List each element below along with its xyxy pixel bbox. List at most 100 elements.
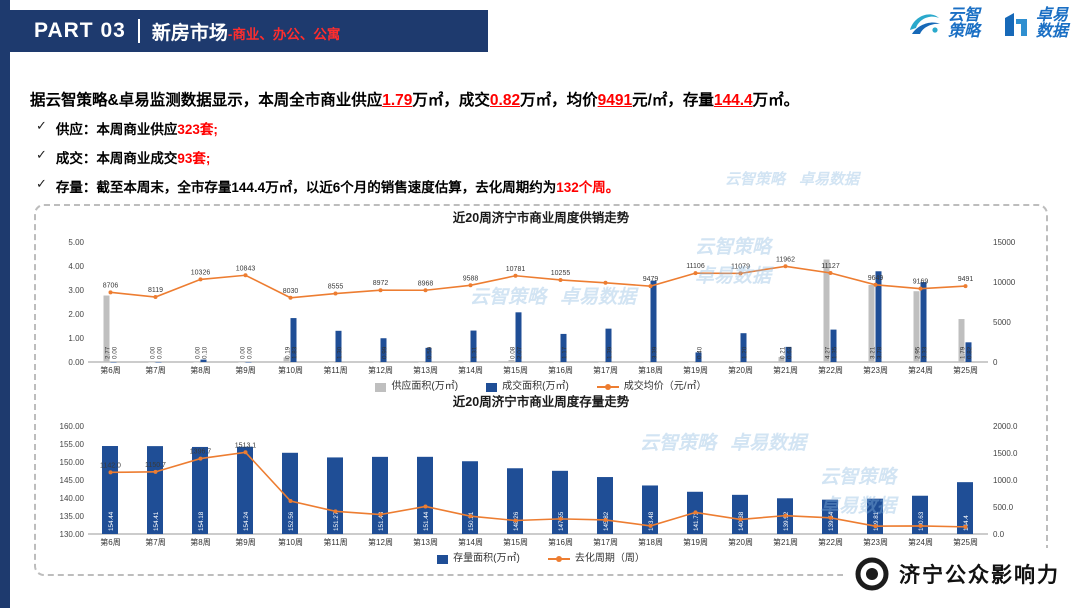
bar-label: 139.54 (828, 511, 835, 531)
bar-label: 2.07 (516, 346, 523, 359)
y-left-tick: 145.00 (60, 476, 85, 485)
line-point (873, 524, 878, 529)
legend-label: 成交均价（元/㎡） (623, 381, 707, 392)
y-right-tick: 0 (993, 358, 998, 367)
watermark-text: 卓易数据 (799, 171, 860, 188)
bar (282, 452, 298, 534)
bar-label: 0.21 (779, 346, 786, 359)
y-right-tick: 1500.0 (993, 449, 1018, 458)
bar-label: 139.81 (873, 511, 880, 531)
summary-text: 据云智策略&卓易监测数据显示，本周全市商业供应 (30, 92, 383, 109)
bar (643, 362, 650, 363)
point-label: 8972 (373, 280, 389, 287)
x-label: 第18周 (638, 365, 663, 375)
bar (148, 362, 155, 363)
line-point (648, 284, 653, 289)
point-label: 1142.0 (100, 462, 121, 469)
summary-highlight: 0.82 (489, 92, 521, 109)
bar (920, 282, 927, 362)
bullet-segment: 成交： (55, 151, 97, 166)
bar (740, 333, 747, 362)
x-label: 第23周 (863, 537, 888, 547)
bar-label: 1.35 (831, 346, 838, 359)
x-label: 第13周 (413, 537, 438, 547)
bar (957, 482, 973, 534)
line-point (558, 277, 563, 282)
y-left-tick: 5.00 (68, 238, 84, 247)
line-point (108, 470, 113, 475)
bullet-item: ✓ 成交：本周商业成交93套; (36, 147, 619, 167)
y-left-tick: 155.00 (60, 440, 85, 449)
x-label: 第13周 (413, 365, 438, 375)
line-point (828, 515, 833, 520)
bar (103, 295, 110, 362)
check-icon: ✓ (36, 118, 47, 133)
x-label: 第17周 (593, 365, 618, 375)
bar-label: 147.55 (558, 511, 565, 531)
x-label: 第16周 (548, 537, 573, 547)
legend-label: 去化周期（周） (574, 553, 645, 564)
watermark-logo: 云智策略 卓易数据 (725, 168, 859, 189)
chart1-supply-sales: 5.00 4.00 3.00 2.00 1.00 0.00 15000 10000 5000 0 2… (68, 238, 1015, 375)
logo-yunzhi-line2: 策略 (947, 23, 980, 41)
point-label: 1150.7 (145, 462, 166, 469)
point-label: 8030 (283, 288, 299, 295)
y-right-tick: 1000.0 (993, 476, 1018, 485)
x-label: 第7周 (145, 537, 165, 547)
line-point (108, 290, 113, 295)
summary-line: 据云智策略&卓易监测数据显示，本周全市商业供应1.79万㎡，成交0.82万㎡，均… (30, 88, 1054, 110)
x-label: 第11周 (323, 537, 347, 547)
page-title: 新房市场 (151, 22, 228, 44)
bar (515, 312, 522, 362)
bar (605, 328, 612, 362)
bar-label: 0.59 (426, 346, 433, 359)
header-bar: PART 03 新房市场 -商业、办公、公寓 (10, 10, 488, 52)
bar-label: 151.27 (333, 511, 340, 531)
bar-label: 0.08 (509, 346, 516, 359)
x-label: 第22周 (818, 537, 843, 547)
bar (732, 494, 748, 534)
y-left-tick: 4.00 (68, 262, 84, 271)
bar-label: 1.30 (336, 346, 343, 359)
point-label: 8706 (103, 282, 119, 289)
watermark-text: 云智策略 (725, 171, 786, 188)
line-point (963, 524, 968, 529)
line-point (693, 271, 698, 276)
bullet-highlight: 323套; (177, 122, 218, 137)
bar-label: 151.44 (423, 511, 430, 531)
summary-highlight: 144.4 (713, 92, 753, 109)
bar-label: 0.99 (381, 346, 388, 359)
logo-zhuoyi-line2: 数据 (1035, 23, 1068, 41)
x-label: 第15周 (503, 365, 528, 375)
logo-yunzhi-text: 云智 策略 (947, 7, 980, 41)
zhuoyi-mark-icon (1004, 13, 1027, 37)
bar-label: 139.92 (783, 511, 790, 531)
line-series (110, 265, 966, 299)
bar-label: 152.56 (288, 511, 295, 531)
x-label: 第23周 (863, 365, 888, 375)
bar-label: 154.41 (153, 511, 160, 531)
y-right-tick: 5000 (993, 318, 1011, 327)
x-label: 第14周 (458, 537, 483, 547)
y-right-tick: 0.0 (993, 530, 1005, 539)
line-point (783, 264, 788, 269)
bar-label: 0.63 (786, 346, 793, 359)
line-point (603, 517, 608, 522)
line-point (243, 273, 248, 278)
chart1-title: 近20周济宁市商业周度供销走势 (452, 211, 630, 225)
x-label: 第15周 (503, 537, 528, 547)
bar (192, 446, 208, 534)
line-point (603, 280, 608, 285)
x-label: 第19周 (683, 537, 708, 547)
bar (508, 360, 515, 362)
bar (785, 346, 792, 362)
bar (237, 446, 253, 534)
bar-label: 0.00 (194, 346, 201, 359)
bar-label: 1.39 (606, 346, 613, 359)
bar (965, 342, 972, 362)
line-point (153, 469, 158, 474)
bullet-text: 成交：本周商业成交93套; (56, 147, 211, 167)
bar (283, 357, 290, 362)
bar (560, 333, 567, 362)
point-label: 8119 (148, 287, 163, 294)
